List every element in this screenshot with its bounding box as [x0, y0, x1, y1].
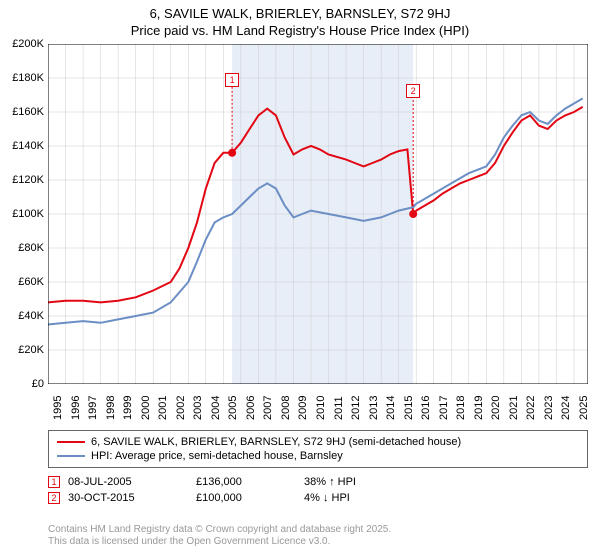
x-tick-label: 2011: [333, 396, 345, 420]
x-tick-label: 2020: [490, 396, 502, 420]
y-tick-label: £200K: [12, 38, 44, 50]
y-tick-label: £180K: [12, 72, 44, 84]
sales-table-row: 2 30-OCT-2015 £100,000 4% ↓ HPI: [48, 490, 588, 506]
y-tick-label: £60K: [18, 276, 44, 288]
title-block: 6, SAVILE WALK, BRIERLEY, BARNSLEY, S72 …: [0, 0, 600, 40]
x-tick-label: 2004: [210, 396, 222, 420]
x-tick-label: 2000: [140, 396, 152, 420]
legend-swatch: [57, 455, 85, 457]
x-tick-label: 2013: [368, 396, 380, 420]
x-tick-label: 2014: [385, 396, 397, 420]
legend: 6, SAVILE WALK, BRIERLEY, BARNSLEY, S72 …: [48, 430, 588, 468]
x-tick-label: 2005: [227, 396, 239, 420]
x-axis: 1995 1996 1997 1998 1999 2000 2001 2002 2003 2004…: [48, 386, 588, 426]
chart-sale-marker: 2: [406, 84, 420, 98]
x-tick-label: 2010: [315, 396, 327, 420]
sales-table: 1 08-JUL-2005 £136,000 38% ↑ HPI 2 30-OCT-201…: [48, 474, 588, 506]
attribution-line-1: Contains HM Land Registry data © Crown c…: [48, 524, 588, 536]
y-tick-label: £40K: [18, 310, 44, 322]
sale-price: £136,000: [196, 476, 296, 488]
sale-marker-icon: 1: [48, 476, 60, 488]
x-tick-label: 1995: [52, 396, 64, 420]
y-tick-label: £0: [32, 378, 44, 390]
plot-area: 12: [48, 44, 588, 384]
y-tick-label: £100K: [12, 208, 44, 220]
title-line-1: 6, SAVILE WALK, BRIERLEY, BARNSLEY, S72 …: [0, 6, 600, 23]
chart-container: 6, SAVILE WALK, BRIERLEY, BARNSLEY, S72 …: [0, 0, 600, 560]
legend-label: 6, SAVILE WALK, BRIERLEY, BARNSLEY, S72 …: [91, 436, 461, 448]
chart-sale-marker: 1: [225, 73, 239, 87]
x-tick-label: 1998: [105, 396, 117, 420]
x-tick-label: 1997: [87, 396, 99, 420]
x-tick-label: 2019: [473, 396, 485, 420]
x-tick-label: 2021: [508, 396, 520, 420]
title-line-2: Price paid vs. HM Land Registry's House …: [0, 23, 600, 40]
y-tick-label: £120K: [12, 174, 44, 186]
y-tick-label: £80K: [18, 242, 44, 254]
x-tick-label: 2016: [420, 396, 432, 420]
x-tick-label: 2024: [560, 396, 572, 420]
sale-marker-icon: 2: [48, 492, 60, 504]
x-tick-label: 1996: [70, 396, 82, 420]
sale-date: 08-JUL-2005: [68, 476, 188, 488]
sale-price: £100,000: [196, 492, 296, 504]
x-tick-label: 1999: [122, 396, 134, 420]
x-tick-label: 2002: [175, 396, 187, 420]
x-tick-label: 2022: [525, 396, 537, 420]
sale-pct-vs-hpi: 4% ↓ HPI: [304, 492, 424, 504]
sales-table-row: 1 08-JUL-2005 £136,000 38% ↑ HPI: [48, 474, 588, 490]
y-tick-label: £140K: [12, 140, 44, 152]
x-tick-label: 2009: [297, 396, 309, 420]
legend-item: HPI: Average price, semi-detached house,…: [57, 449, 579, 463]
x-tick-label: 2023: [543, 396, 555, 420]
x-tick-label: 2017: [438, 396, 450, 420]
x-tick-label: 2018: [455, 396, 467, 420]
x-tick-label: 2015: [403, 396, 415, 420]
y-tick-label: £160K: [12, 106, 44, 118]
legend-label: HPI: Average price, semi-detached house,…: [91, 450, 343, 462]
sale-pct-vs-hpi: 38% ↑ HPI: [304, 476, 424, 488]
x-tick-label: 2012: [350, 396, 362, 420]
y-tick-label: £20K: [18, 344, 44, 356]
sale-date: 30-OCT-2015: [68, 492, 188, 504]
y-axis: £0£20K£40K£60K£80K£100K£120K£140K£160K£1…: [0, 44, 48, 384]
x-tick-label: 2001: [157, 396, 169, 420]
x-tick-label: 2003: [192, 396, 204, 420]
legend-item: 6, SAVILE WALK, BRIERLEY, BARNSLEY, S72 …: [57, 435, 579, 449]
x-tick-label: 2006: [245, 396, 257, 420]
attribution-line-2: This data is licensed under the Open Gov…: [48, 536, 588, 548]
x-tick-label: 2025: [578, 396, 590, 420]
x-tick-label: 2007: [262, 396, 274, 420]
legend-swatch: [57, 441, 85, 443]
x-tick-label: 2008: [280, 396, 292, 420]
attribution: Contains HM Land Registry data © Crown c…: [48, 524, 588, 548]
